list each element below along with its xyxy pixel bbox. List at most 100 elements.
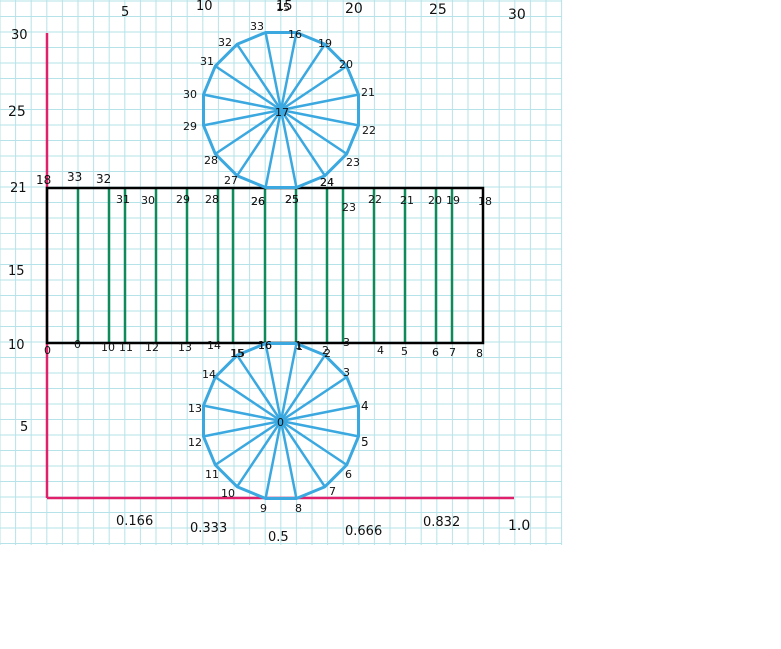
- lower-vertex-label: 12: [188, 436, 202, 449]
- lower-center-label: 0: [277, 416, 284, 429]
- rect-top-label: 30: [141, 194, 155, 207]
- labels: 5 10 15 20 25 30 30 25 21 15 10 5 0.166 …: [8, 0, 530, 545]
- upper-vertex-label: 21: [361, 86, 375, 99]
- radial-spoke: [203, 419, 282, 438]
- upper-vertex-label: 16: [288, 28, 302, 41]
- rect-bottom-label: 15: [230, 347, 244, 360]
- upper-vertex-label: 29: [183, 120, 197, 133]
- upper-polygon: [202, 31, 360, 189]
- polygon-outline: [202, 31, 360, 189]
- radial-spoke: [279, 109, 326, 177]
- x-tick-label: 20: [345, 1, 363, 17]
- rect-top-label: 23: [342, 201, 356, 214]
- upper-vertex-label: 28: [204, 154, 218, 167]
- lower-polygon: [202, 342, 360, 500]
- rect-bottom-label: 12: [145, 341, 159, 354]
- lower-vertex-label: 15: [231, 347, 245, 360]
- rect-top-label: 31: [116, 193, 130, 206]
- upper-vertex-label: 22: [362, 124, 376, 137]
- radial-spoke: [236, 109, 283, 177]
- lower-vertex-label: 6: [345, 468, 352, 481]
- lower-vertex-label: 2: [324, 347, 331, 360]
- graph-paper-grid: [0, 0, 563, 545]
- radial-spoke: [279, 343, 298, 422]
- rect-top-label: 26: [251, 195, 265, 208]
- upper-vertex-label: 15: [276, 1, 290, 14]
- rect-bottom-label: 6: [432, 346, 439, 359]
- rect-top-label: 32: [96, 172, 111, 186]
- y-tick-label: 25: [8, 104, 26, 120]
- upper-vertex-label: 27: [224, 174, 238, 187]
- radial-spoke: [214, 65, 282, 112]
- upper-vertex-label: 25: [285, 193, 299, 206]
- x-tick-label: 30: [508, 7, 526, 23]
- rect-bottom-label: 0: [74, 338, 81, 351]
- upper-vertex-label: 26: [251, 195, 265, 208]
- radial-spoke: [279, 420, 298, 499]
- radial-spoke: [280, 419, 348, 466]
- fraction-label: 0.166: [116, 514, 153, 529]
- lower-vertex-label: 10: [221, 487, 235, 500]
- x-tick-label: 15: [276, 0, 293, 14]
- rect-bottom-label: 0: [44, 344, 51, 357]
- rect-top-label: 21: [400, 194, 414, 207]
- rect-top-label: 33: [67, 170, 82, 184]
- rect-bottom-label: 7: [449, 346, 456, 359]
- y-tick-label: 30: [11, 28, 28, 43]
- radial-spoke: [236, 43, 283, 111]
- radial-spoke: [280, 108, 348, 155]
- lower-vertex-label: 1: [296, 340, 303, 353]
- y-tick-label: 5: [20, 420, 28, 435]
- x-tick-label: 5: [121, 5, 129, 20]
- rect-top-label: 19: [446, 194, 460, 207]
- upper-vertex-label: 20: [339, 58, 353, 71]
- upper-vertex-label: 32: [218, 36, 232, 49]
- rect-top-label: 28: [205, 193, 219, 206]
- fraction-label: 1.0: [508, 518, 530, 534]
- radial-spoke: [214, 376, 282, 423]
- rect-bottom-label: 4: [377, 344, 384, 357]
- lower-vertex-label: 4: [361, 399, 369, 413]
- lower-vertex-label: 9: [260, 502, 267, 515]
- upper-vertex-label: 24: [320, 176, 334, 189]
- fraction-label: 0.832: [423, 515, 460, 530]
- rect-top-label: 25: [285, 193, 299, 206]
- radial-spoke: [236, 354, 283, 422]
- radial-spoke: [279, 32, 298, 111]
- y-tick-label: 21: [10, 181, 27, 196]
- upper-center-label: 17: [275, 106, 289, 119]
- upper-vertex-label: 33: [250, 20, 264, 33]
- rect-top-label: 22: [368, 193, 382, 206]
- radial-spoke: [203, 108, 282, 127]
- radial-spoke: [279, 43, 326, 111]
- lower-vertex-label: 3: [343, 366, 350, 379]
- x-tick-label: 25: [429, 2, 447, 18]
- rect-bottom-label: 16: [258, 339, 272, 352]
- y-tick-label: 15: [8, 264, 25, 279]
- rect-bottom-label: 5: [401, 345, 408, 358]
- green-fold-lines: [76, 188, 454, 343]
- radial-spoke: [214, 419, 282, 466]
- rect-top-label: 18: [478, 195, 492, 208]
- radial-spoke: [236, 420, 283, 488]
- rect-bottom-label: 14: [207, 339, 221, 352]
- upper-vertex-label: 31: [200, 55, 214, 68]
- radial-spoke: [280, 419, 359, 438]
- rect-bottom-label: 1: [295, 339, 302, 352]
- radial-spoke: [280, 108, 359, 127]
- radial-spoke: [264, 32, 283, 111]
- fraction-label: 0.333: [190, 521, 227, 536]
- rect-bottom-label: 11: [119, 341, 133, 354]
- upper-vertex-label: 23: [346, 156, 360, 169]
- upper-vertex-label: 19: [318, 37, 332, 50]
- fraction-label: 0.666: [345, 524, 382, 539]
- radial-spoke: [280, 93, 359, 112]
- lower-vertex-label: 8: [295, 502, 302, 515]
- rect-top-label: 24: [320, 176, 334, 189]
- rect-top-label: 20: [428, 194, 442, 207]
- radial-spoke: [280, 376, 348, 423]
- lower-vertex-label: 16: [258, 339, 272, 352]
- x-tick-label: 10: [196, 0, 213, 14]
- lower-vertex-label: 5: [361, 435, 369, 449]
